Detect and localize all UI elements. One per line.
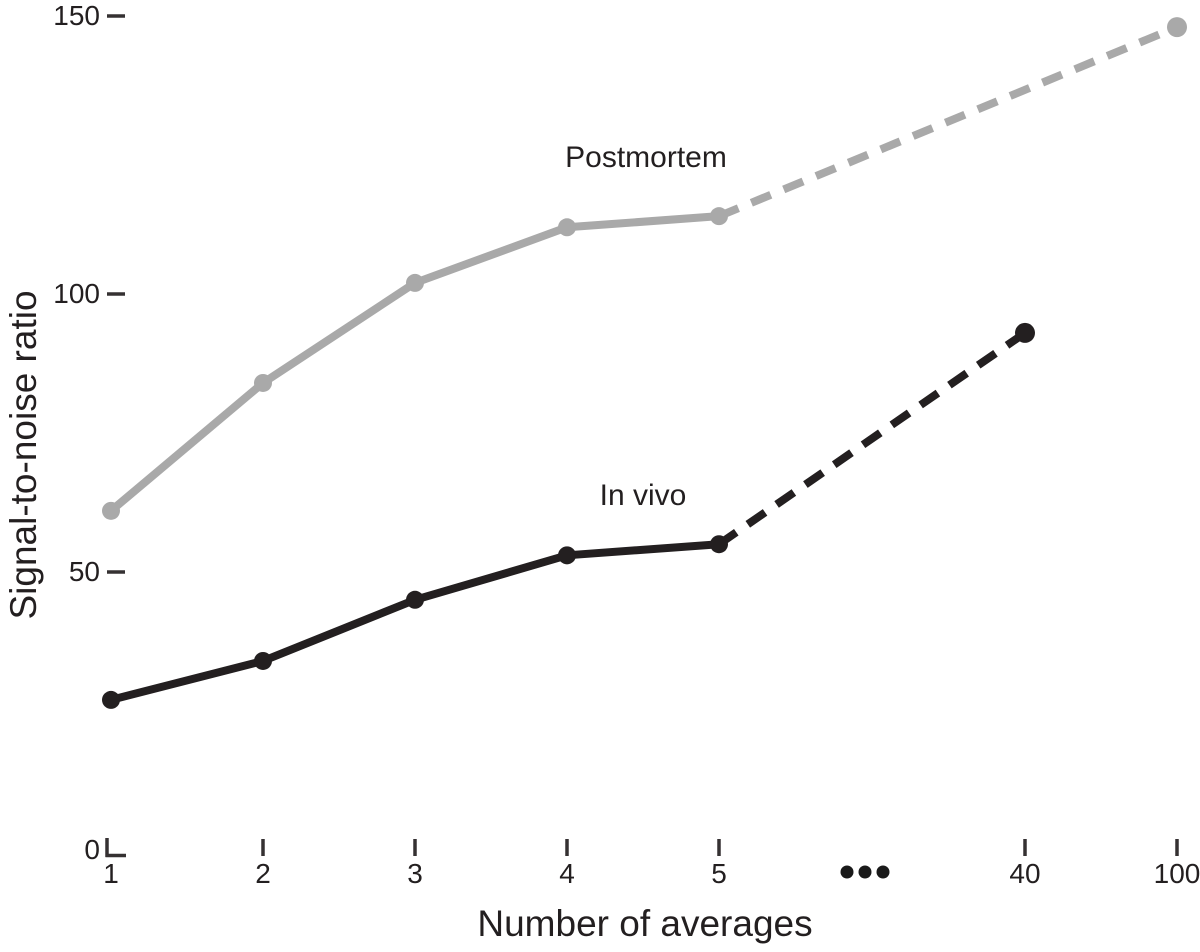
axis-break-dot	[840, 865, 854, 879]
series-label-invivo: In vivo	[599, 479, 687, 512]
axis-break-dot	[876, 865, 890, 879]
data-point	[102, 501, 120, 520]
series-line-solid	[107, 540, 723, 704]
data-point	[710, 207, 728, 226]
data-point	[406, 590, 424, 609]
x-tick-label-3: 3	[407, 858, 423, 889]
data-point	[558, 218, 576, 237]
x-tick-label-40: 40	[1009, 858, 1041, 889]
x-tick-label-4: 4	[559, 858, 575, 889]
axis-break-dot	[858, 865, 872, 879]
data-point	[1167, 17, 1187, 38]
x-tick-label-5: 5	[711, 858, 727, 889]
x-tick-label-1: 1	[103, 858, 119, 889]
x-axis-title: Number of averages	[477, 903, 813, 944]
y-tick-label-50: 50	[68, 556, 100, 587]
data-point	[558, 546, 576, 565]
data-point	[1015, 322, 1035, 343]
data-point	[406, 273, 424, 292]
series-line-solid	[107, 212, 723, 515]
data-point	[254, 373, 272, 392]
data-point	[710, 535, 728, 554]
data-point	[254, 651, 272, 670]
x-tick-label-100: 100	[1153, 858, 1200, 889]
x-tick-label-2: 2	[255, 858, 271, 889]
y-tick-label-150: 150	[53, 0, 100, 31]
series-line-dashed	[717, 23, 1179, 220]
y-tick-label-100: 100	[53, 278, 100, 309]
data-point	[102, 690, 120, 709]
series-line-dashed	[716, 329, 1028, 548]
y-tick-label-0: 0	[84, 834, 100, 865]
series-label-postmortem: Postmortem	[565, 141, 727, 174]
